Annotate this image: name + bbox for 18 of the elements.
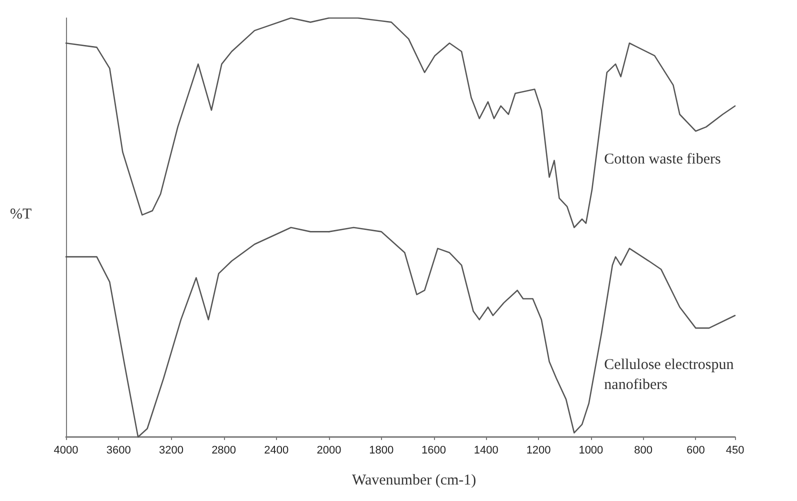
x-tick-label: 4000	[54, 444, 78, 456]
series-label: Cotton waste fibers	[604, 152, 721, 168]
series-label: Cellulose electrospun nanofibers	[604, 356, 738, 393]
y-axis-title: %T	[10, 206, 32, 222]
x-tick-label: 2000	[316, 444, 342, 456]
x-tick-label: 600	[686, 444, 705, 456]
x-tick-label: 1400	[474, 444, 498, 456]
x-tick-label: 800	[634, 444, 652, 456]
x-tick-label: 3600	[106, 444, 131, 456]
x-tick-label: 1600	[422, 444, 446, 456]
x-tick-label: 2800	[212, 444, 236, 456]
x-tick-label: 450	[726, 444, 744, 456]
x-tick-label: 1800	[369, 444, 394, 456]
x-tick-label: 2400	[264, 444, 289, 456]
x-tick-label: 1200	[526, 444, 551, 456]
x-tick-label: 3200	[158, 444, 184, 456]
x-axis-title: Wavenumber (cm-1)	[352, 472, 476, 488]
x-tick-label: 1000	[578, 444, 604, 456]
